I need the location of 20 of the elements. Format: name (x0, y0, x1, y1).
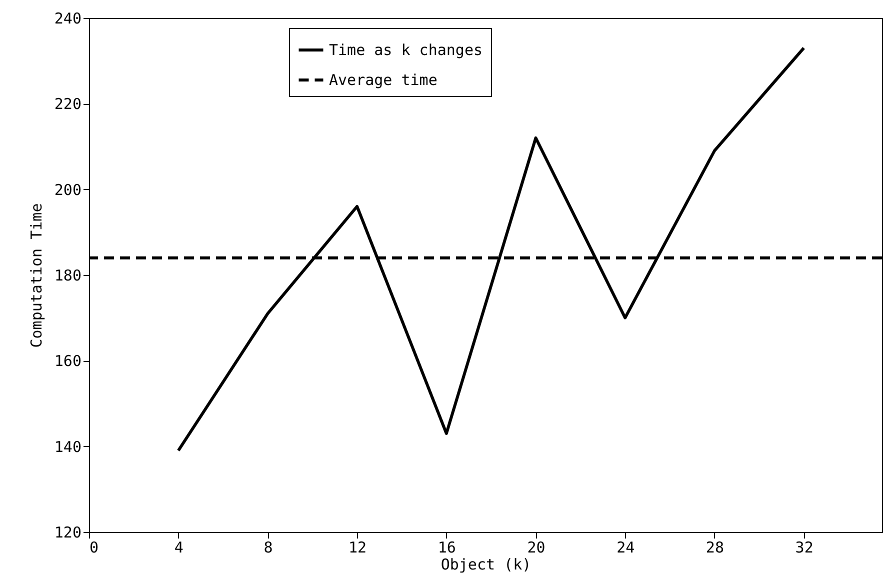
x-tick-label: 16 (438, 538, 456, 556)
x-tick-label: 12 (348, 538, 367, 556)
y-tick-label: 180 (54, 266, 82, 284)
x-tick-label: 32 (795, 538, 814, 556)
y-tick-label: 240 (54, 10, 82, 28)
y-tick-label: 160 (54, 352, 82, 370)
y-tick-label: 200 (54, 180, 82, 199)
x-tick-label: 28 (706, 538, 724, 556)
y-tick-label: 140 (54, 438, 82, 456)
y-axis-title: Computation Time (27, 203, 46, 348)
legend-label: Average time (329, 71, 438, 89)
y-tick-label: 120 (54, 524, 82, 542)
x-tick-label: 8 (264, 538, 273, 556)
legend-label: Time as k changes (329, 41, 483, 59)
y-tick-label: 220 (54, 95, 82, 114)
x-tick-label: 4 (174, 538, 184, 556)
x-axis-title: Object (k) (440, 556, 532, 574)
x-tick-label: 20 (527, 538, 546, 556)
x-tick-label: 24 (616, 538, 635, 556)
x-tick-label: 0 (90, 538, 99, 556)
